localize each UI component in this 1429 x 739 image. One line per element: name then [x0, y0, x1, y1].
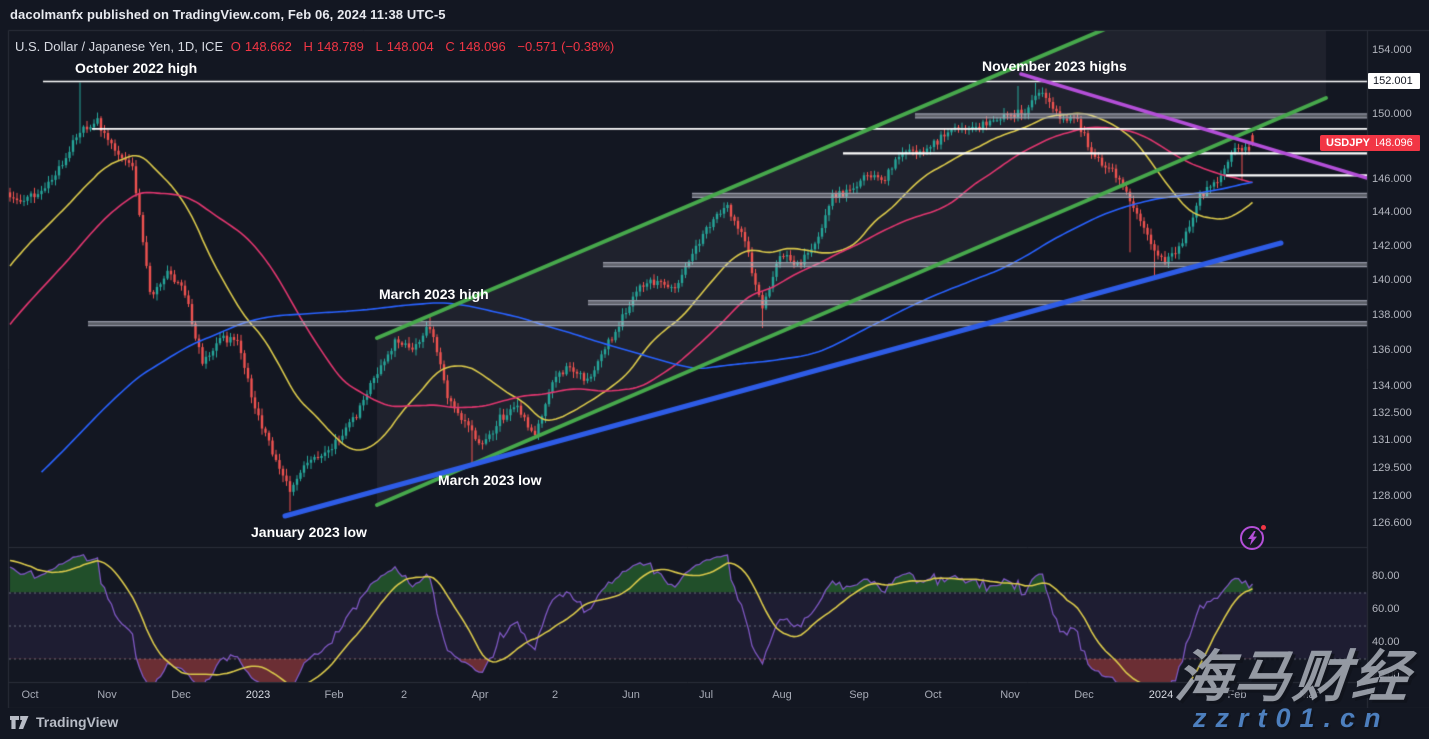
- ohlc-close: C 148.096: [445, 39, 506, 54]
- time-tick-oct: Oct: [924, 689, 942, 701]
- october-2022-high: October 2022 high: [75, 60, 198, 76]
- price-tick: 132.500: [1372, 406, 1412, 419]
- rsi-tick: 40.00: [1372, 636, 1400, 648]
- ohlc-low: L 148.004: [375, 39, 434, 54]
- watermark-url: zzrt01.cn: [1193, 703, 1390, 733]
- price-tick: 128.000: [1372, 490, 1412, 503]
- symbol-title: U.S. Dollar / Japanese Yen, 1D, ICE: [15, 39, 224, 54]
- key-level-label: 152.001: [1368, 72, 1420, 89]
- price-tick: 136.000: [1372, 344, 1412, 357]
- rsi-tick: 20.00: [1372, 669, 1400, 681]
- price-tick: 129.500: [1372, 462, 1412, 475]
- tradingview-mark-icon: [10, 715, 29, 729]
- march-2023-low: March 2023 low: [438, 472, 542, 488]
- change-value: −0.571 (−0.38%): [517, 39, 615, 54]
- bottom-toolbar: TradingView: [0, 708, 1429, 739]
- rsi-tick: 60.00: [1372, 603, 1400, 615]
- time-tick-aug: Aug: [772, 689, 792, 701]
- time-tick-mar: Mar: [1299, 689, 1319, 701]
- time-tick-dec: Dec: [171, 689, 191, 701]
- last-price-label: 148.096: [1368, 135, 1420, 152]
- price-tick: 134.000: [1372, 379, 1412, 392]
- price-tick: 140.000: [1372, 274, 1412, 287]
- time-tick-sep: Sep: [849, 689, 869, 701]
- price-tick: 131.000: [1372, 434, 1412, 447]
- january-2023-low: January 2023 low: [251, 524, 367, 540]
- price-tick: 144.000: [1372, 206, 1412, 219]
- publish-info: dacolmanfx published on TradingView.com,…: [10, 7, 446, 22]
- march-2023-high: March 2023 high: [379, 286, 489, 302]
- time-tick-oct: Oct: [21, 689, 39, 701]
- flash-icon: [1240, 526, 1264, 550]
- tradingview-logo[interactable]: TradingView: [10, 714, 118, 730]
- time-tick-feb: Feb: [1227, 689, 1247, 701]
- symbol-badge: USDJPY: [1320, 135, 1377, 152]
- price-tick: 138.000: [1372, 308, 1412, 321]
- time-tick-jul: Jul: [698, 689, 714, 701]
- time-tick-dec: Dec: [1074, 689, 1094, 701]
- tradingview-logo-text: TradingView: [36, 714, 119, 730]
- time-tick-nov: Nov: [97, 689, 117, 701]
- ohlc-open: O 148.662: [230, 39, 292, 54]
- ohlc-high: H 148.789: [303, 39, 364, 54]
- time-tick-feb: Feb: [324, 689, 344, 701]
- november-2023-highs: November 2023 highs: [982, 58, 1127, 74]
- price-tick: 150.000: [1372, 107, 1412, 120]
- price-tick: 146.000: [1372, 172, 1412, 185]
- time-tick-2023: 2023: [245, 689, 271, 701]
- price-tick: 142.000: [1372, 239, 1412, 252]
- rsi-tick: 80.00: [1372, 570, 1400, 582]
- symbol-legend[interactable]: U.S. Dollar / Japanese Yen, 1D, ICE O 148…: [15, 39, 618, 54]
- time-tick-2: 2: [400, 689, 408, 701]
- watermark-cjk: 海马财经: [1172, 645, 1415, 708]
- flash-idea-button[interactable]: [1240, 523, 1268, 552]
- price-tick: 154.000: [1372, 44, 1412, 56]
- time-tick-nov: Nov: [1000, 689, 1020, 701]
- notification-dot: [1259, 523, 1268, 532]
- time-tick-jun: Jun: [622, 689, 640, 701]
- time-tick-apr: Apr: [471, 689, 489, 701]
- price-tick: 126.600: [1372, 516, 1412, 529]
- time-tick-2: 2: [551, 689, 559, 701]
- lightning-bolt-icon: [1248, 531, 1257, 546]
- time-tick-2024: 2024: [1148, 689, 1174, 701]
